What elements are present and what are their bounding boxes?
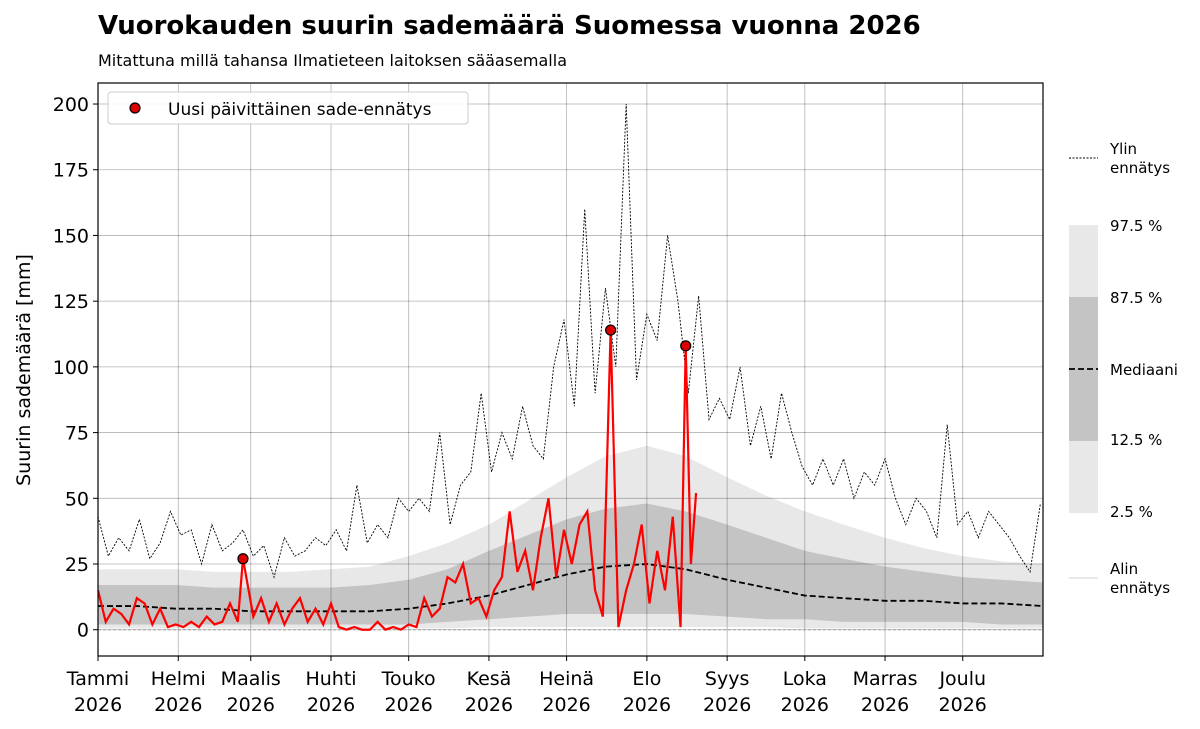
x-tick-label: Touko 2026	[381, 668, 436, 716]
x-tick-label: Huhti 2026	[305, 668, 356, 716]
legend-label: Mediaani	[1110, 361, 1178, 379]
legend-box	[107, 91, 469, 125]
record-marker	[680, 340, 692, 352]
record-marker	[237, 553, 249, 565]
y-tick-label: 75	[65, 423, 89, 445]
legend-label: Alin ennätys	[1110, 560, 1170, 597]
legend-label: Ylin ennätys	[1109, 140, 1170, 177]
plot-frame	[97, 82, 1044, 657]
max-record-line	[98, 104, 1041, 579]
y-tick-label: 25	[65, 554, 89, 576]
legend-label: 2.5 %	[1110, 503, 1153, 521]
x-tick-label: Joulu 2026	[938, 668, 986, 716]
chart-title: Vuorokauden suurin sademäärä Suomessa vu…	[98, 11, 921, 41]
y-tick-label: 100	[53, 357, 89, 379]
x-tick-label: Marras 2026	[853, 668, 918, 716]
legend-label: 97.5 %	[1110, 217, 1162, 235]
x-tick-label: Loka 2026	[781, 668, 829, 716]
legend-label: 12.5 %	[1110, 431, 1162, 449]
y-axis-label: Suurin sademäärä [mm]	[13, 254, 35, 486]
y-tick-label: 0	[77, 620, 89, 642]
x-tick-label: Tammi 2026	[66, 668, 129, 716]
percentile-band	[98, 503, 1043, 625]
x-tick-label: Syys 2026	[703, 668, 751, 716]
plot-area	[98, 83, 1043, 656]
observed-line	[98, 330, 698, 631]
legend-label: Uusi päivittäinen sade-ennätys	[168, 100, 432, 120]
x-tick-label: Elo 2026	[623, 668, 671, 716]
x-tick-label: Heinä 2026	[539, 668, 594, 716]
y-tick-label: 125	[53, 291, 89, 313]
y-tick-label: 150	[53, 225, 89, 247]
x-tick-label: Maalis 2026	[221, 668, 281, 716]
legend-label: 87.5 %	[1110, 289, 1162, 307]
y-tick-label: 200	[53, 94, 89, 116]
y-tick-label: 175	[53, 160, 89, 182]
legend-marker	[129, 102, 141, 114]
record-marker	[605, 324, 617, 336]
chart-subtitle: Mitattuna millä tahansa Ilmatieteen lait…	[98, 51, 567, 70]
x-tick-label: Kesä 2026	[465, 668, 513, 716]
y-tick-label: 50	[65, 488, 89, 510]
median-line	[98, 563, 1043, 613]
x-tick-label: Helmi 2026	[151, 668, 206, 716]
